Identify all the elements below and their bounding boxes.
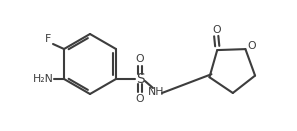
Text: F: F (45, 34, 51, 44)
Text: O: O (247, 41, 256, 51)
Text: O: O (212, 25, 221, 35)
Text: O: O (136, 54, 144, 64)
Text: S: S (136, 72, 144, 86)
Text: H₂N: H₂N (33, 74, 53, 84)
Text: NH: NH (148, 87, 164, 97)
Text: O: O (136, 94, 144, 104)
